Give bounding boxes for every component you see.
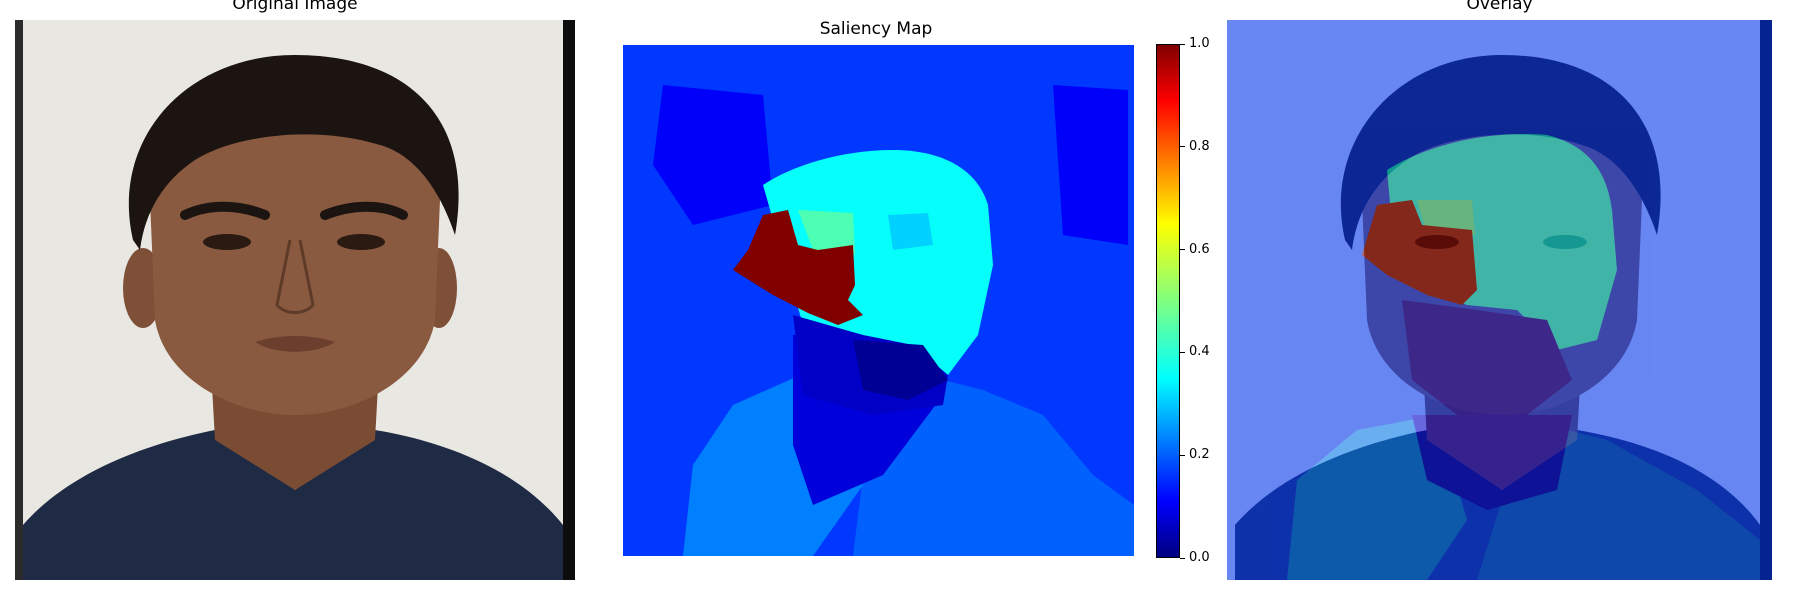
region-left-eye-inner <box>798 210 855 255</box>
overlay-title: Overlay <box>1466 0 1533 14</box>
colorbar-tick-mark <box>1180 454 1185 456</box>
colorbar-tick-label: 0.4 <box>1189 344 1210 360</box>
colorbar-tick: 0.2 <box>1180 447 1210 463</box>
original-title: Original Image <box>232 0 358 14</box>
colorbar-ticks: 0.0 0.2 0.4 0.6 0.8 1.0 <box>1180 36 1240 565</box>
colorbar <box>1156 44 1180 558</box>
colorbar-tick-label: 0.6 <box>1189 241 1210 257</box>
colorbar-tick: 1.0 <box>1180 36 1210 52</box>
colorbar-tick-mark <box>1180 351 1185 353</box>
region-left-eye-cheek <box>733 210 863 325</box>
region-forehead-face <box>763 150 993 375</box>
saliency-heatmap <box>623 45 1134 556</box>
original-portrait <box>15 20 575 580</box>
colorbar-tick-mark <box>1180 249 1185 251</box>
region-background-dark-patch <box>653 85 773 225</box>
region-right-eye <box>888 213 933 250</box>
overlay-left-eye-cheek <box>1362 200 1477 305</box>
colorbar-tick: 0.8 <box>1180 139 1210 155</box>
region-background-dark-patch-2 <box>1053 85 1128 245</box>
overlay-image <box>1227 20 1772 580</box>
colorbar-tick-label: 0.0 <box>1189 550 1210 565</box>
colorbar-tick-mark <box>1180 146 1185 148</box>
colorbar-tick-mark <box>1180 43 1185 45</box>
overlay-axes <box>1227 20 1772 580</box>
colorbar-tick: 0.6 <box>1180 242 1210 258</box>
overlay-heat-layer <box>1227 20 1772 580</box>
colorbar-gradient <box>1156 44 1180 558</box>
original-image-axes <box>15 20 575 580</box>
colorbar-tick-mark <box>1180 557 1185 559</box>
colorbar-tick-label: 1.0 <box>1189 36 1210 51</box>
colorbar-tick-label: 0.8 <box>1189 138 1210 154</box>
region-mouth <box>853 340 948 400</box>
saliency-heatmap-axes <box>623 45 1134 556</box>
colorbar-tick: 0.0 <box>1180 550 1210 566</box>
colorbar-tick-label: 0.2 <box>1189 447 1210 463</box>
saliency-title: Saliency Map <box>819 19 933 39</box>
colorbar-tick: 0.4 <box>1180 344 1210 360</box>
